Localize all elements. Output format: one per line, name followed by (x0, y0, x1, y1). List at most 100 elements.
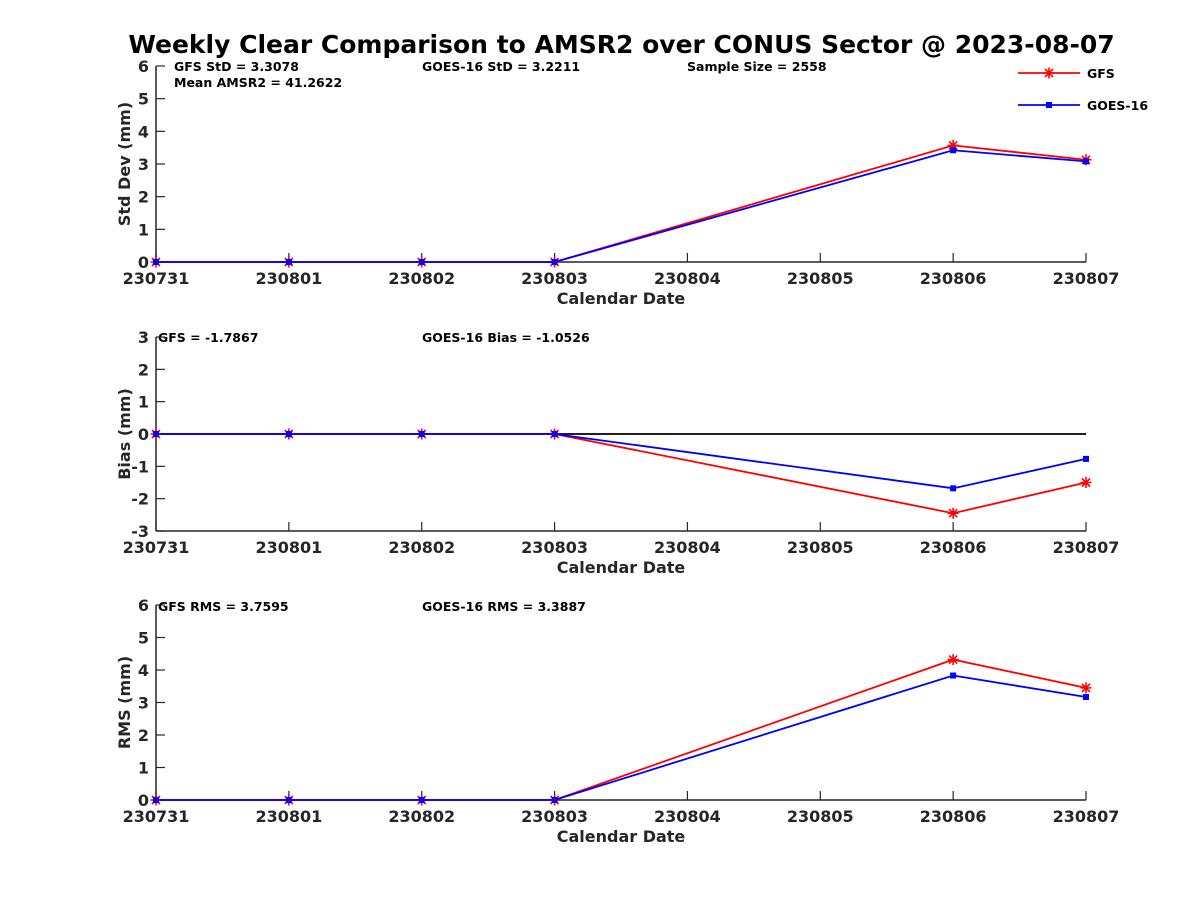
x-tick-label: 230731 (123, 269, 190, 288)
x-tick-label: 230801 (255, 269, 322, 288)
goes-data-point (551, 797, 558, 803)
gfs-data-point (947, 507, 959, 519)
legend-gfs-label: GFS (1087, 66, 1115, 81)
legend-goes-marker (1046, 102, 1052, 108)
goes-data-point (1083, 455, 1089, 462)
y-tick-label: -1 (131, 457, 149, 476)
gfs-std-annotation: GFS StD = 3.3078 (174, 59, 299, 74)
y-axis-label: Std Dev (mm) (115, 102, 134, 226)
legend-gfs-asterisk (1043, 67, 1055, 79)
goes-data-point (551, 259, 558, 265)
goes-data-point (950, 672, 957, 679)
panel-1: 0 1 2 3 4 5 6 230731 230801 230802 230803 230804 230… (115, 57, 1119, 308)
goes-data-point (1083, 693, 1089, 700)
sample-size-annotation: Sample Size = 2558 (687, 59, 827, 74)
x-axis-label: Calendar Date (557, 558, 686, 577)
goes-data-point (285, 431, 292, 437)
x-tick-label: 230806 (920, 538, 987, 557)
legend-goes-label: GOES-16 (1087, 98, 1148, 113)
panel-2: -3 -2 -1 0 1 2 3 230731 230801 230802 230803 230804… (115, 328, 1119, 577)
x-tick-label: 230807 (1053, 269, 1120, 288)
goes-data-point (418, 259, 425, 265)
goes-data-point (950, 485, 957, 492)
chart-title: Weekly Clear Comparison to AMSR2 over CO… (128, 30, 1115, 59)
goes-data-point (285, 797, 292, 803)
goes-std-annotation: GOES-16 StD = 3.2211 (422, 59, 581, 74)
y-tick-label: -2 (131, 490, 149, 509)
legend-goes-square (1046, 102, 1052, 108)
x-tick-label: 230801 (255, 538, 322, 557)
y-axis-label: Bias (mm) (115, 388, 134, 480)
x-tick-label: 230804 (654, 807, 721, 826)
y-tick-label: 1 (138, 220, 149, 239)
goes-data-point (153, 797, 159, 803)
x-axis-label: Calendar Date (557, 289, 686, 308)
gfs-series-line (156, 144, 1087, 263)
x-tick-label: 230805 (787, 269, 854, 288)
y-tick-label: 4 (138, 122, 149, 141)
goes-data-point (950, 147, 957, 154)
x-tick-label: 230806 (920, 269, 987, 288)
gfs-bias-annotation: GFS = -1.7867 (158, 330, 259, 345)
x-tick-label: 230803 (521, 807, 588, 826)
gfs-data-point (1080, 477, 1092, 488)
goes-data-point (153, 431, 159, 437)
x-tick-label: 230801 (255, 807, 322, 826)
x-tick-label: 230802 (388, 538, 455, 557)
goes-data-point (418, 431, 425, 437)
x-tick-label: 230807 (1053, 807, 1120, 826)
x-tick-label: 230805 (787, 807, 854, 826)
x-tick-label: 230804 (654, 538, 721, 557)
x-tick-label: 230806 (920, 807, 987, 826)
y-tick-label: 0 (138, 425, 149, 444)
x-tick-label: 230807 (1053, 538, 1120, 557)
y-tick-label: 3 (138, 694, 149, 713)
goes-rms-annotation: GOES-16 RMS = 3.3887 (422, 599, 586, 614)
y-tick-label: 4 (138, 661, 149, 680)
mean-amsr2-annotation: Mean AMSR2 = 41.2622 (174, 75, 343, 90)
x-tick-label: 230805 (787, 538, 854, 557)
y-tick-label: -3 (131, 522, 149, 541)
gfs-series-line (156, 433, 1087, 515)
goes-bias-annotation: GOES-16 Bias = -1.0526 (422, 330, 590, 345)
goes-data-point (153, 259, 159, 265)
y-tick-label: 2 (138, 360, 149, 379)
y-axis-label: RMS (mm) (115, 656, 134, 749)
x-tick-label: 230802 (388, 807, 455, 826)
goes-data-point (1083, 158, 1089, 165)
legend: GFS GOES-16 (1018, 66, 1148, 113)
y-tick-label: 0 (138, 791, 149, 810)
y-tick-label: 6 (138, 596, 149, 615)
y-tick-label: 5 (138, 90, 149, 109)
x-tick-label: 230802 (388, 269, 455, 288)
y-tick-label: 1 (138, 759, 149, 778)
gfs-data-point (947, 654, 959, 666)
x-axis-label: Calendar Date (557, 827, 686, 846)
y-tick-label: 1 (138, 393, 149, 412)
goes-series-line (156, 149, 1087, 263)
y-tick-label: 2 (138, 188, 149, 207)
x-tick-label: 230803 (521, 538, 588, 557)
x-tick-label: 230731 (123, 807, 190, 826)
x-tick-label: 230804 (654, 269, 721, 288)
y-tick-label: 5 (138, 629, 149, 648)
gfs-rms-annotation: GFS RMS = 3.7595 (158, 599, 289, 614)
y-tick-label: 2 (138, 726, 149, 745)
x-tick-label: 230731 (123, 538, 190, 557)
gfs-data-point (947, 139, 959, 151)
y-tick-label: 3 (138, 155, 149, 174)
goes-series-line (156, 433, 1087, 490)
goes-data-point (551, 431, 558, 437)
gfs-data-point (1080, 682, 1092, 694)
goes-series-line (156, 674, 1087, 801)
legend-gfs-marker (1043, 67, 1055, 79)
goes-data-point (285, 259, 292, 265)
goes-data-point (418, 797, 425, 803)
panel-3: 0 1 2 3 4 5 6 230731 230801 230802 230803 230804 230… (115, 596, 1119, 846)
y-tick-label: 6 (138, 57, 149, 76)
x-tick-label: 230803 (521, 269, 588, 288)
y-tick-label: 0 (138, 253, 149, 272)
y-tick-label: 3 (138, 328, 149, 347)
